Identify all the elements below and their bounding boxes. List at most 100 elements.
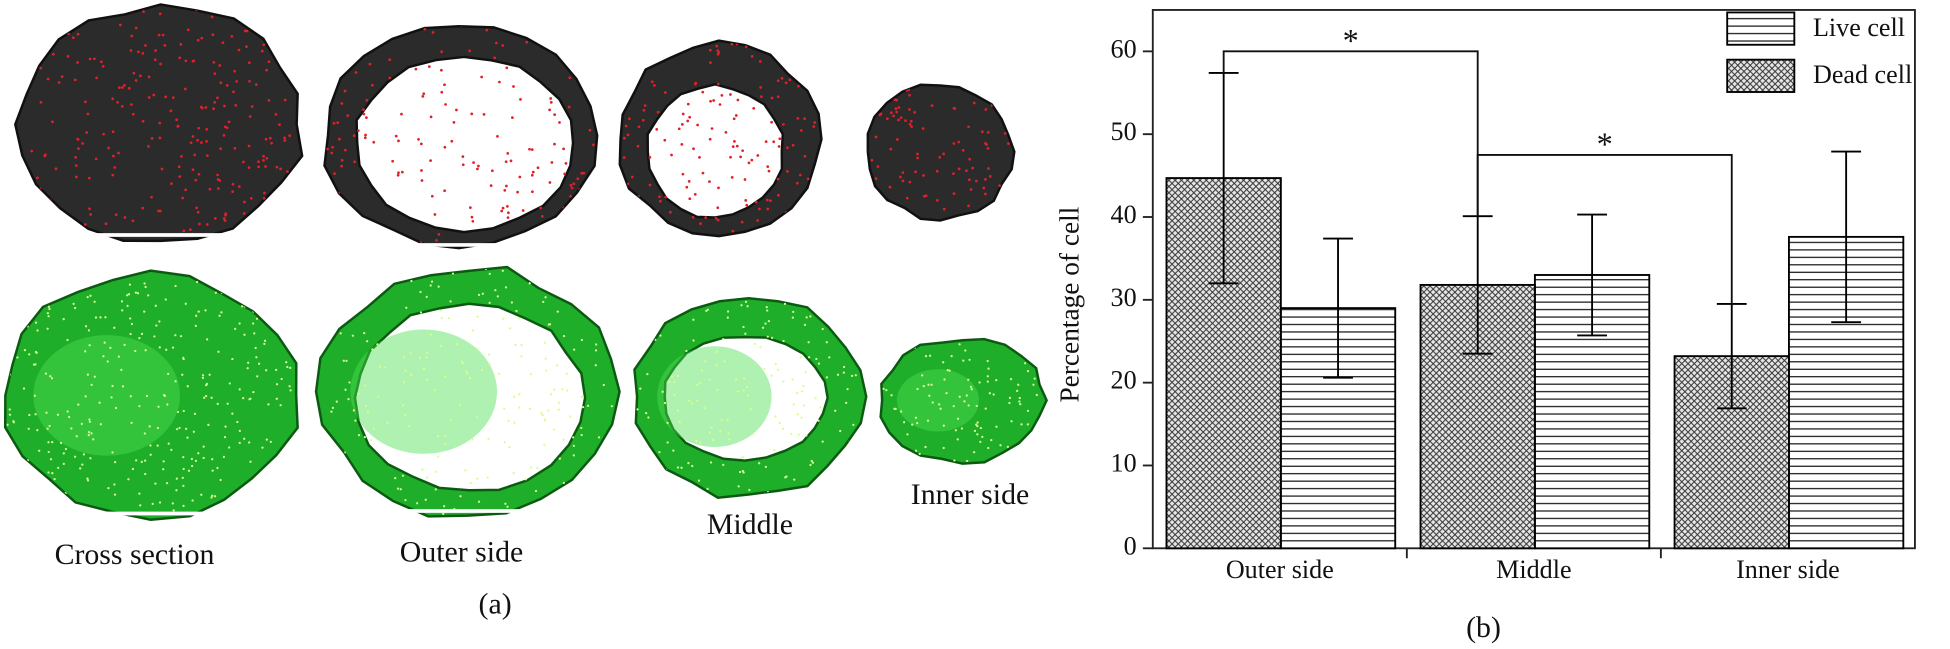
green-dot xyxy=(606,309,609,312)
red-dot xyxy=(812,125,816,128)
green-dot xyxy=(481,292,484,295)
green-dot xyxy=(275,368,278,371)
green-dot xyxy=(573,348,576,351)
red-dot xyxy=(344,43,348,47)
red-dot xyxy=(283,139,287,142)
red-dot xyxy=(745,203,749,207)
red-dot xyxy=(799,129,803,132)
green-dot xyxy=(84,350,87,353)
red-dot xyxy=(356,129,360,133)
red-dot xyxy=(324,69,328,73)
green-dot xyxy=(447,317,450,320)
green-dot xyxy=(742,455,745,459)
green-dot xyxy=(744,300,748,303)
red-dot xyxy=(221,41,225,45)
y-tick-label: 0 xyxy=(1124,531,1137,560)
green-dot xyxy=(7,357,10,360)
red-dot xyxy=(769,199,772,203)
green-dot xyxy=(154,482,157,485)
green-dot xyxy=(988,392,991,395)
green-dot xyxy=(255,356,258,359)
green-dot xyxy=(839,429,842,433)
legend-swatch xyxy=(1726,58,1796,93)
red-dot xyxy=(74,156,77,159)
green-dot xyxy=(911,423,914,426)
green-dot xyxy=(275,383,279,386)
red-dot xyxy=(53,228,56,232)
red-dot xyxy=(686,102,690,106)
red-dot xyxy=(468,206,472,209)
green-dot xyxy=(469,482,472,485)
green-dot xyxy=(134,349,137,353)
green-dot xyxy=(429,284,432,287)
green-dot xyxy=(889,359,892,362)
green-dot xyxy=(8,408,11,411)
green-dot xyxy=(89,294,92,297)
green-dot xyxy=(727,432,730,435)
red-dot xyxy=(744,45,748,49)
green-dot xyxy=(953,459,956,462)
red-dot xyxy=(1007,142,1010,145)
red-dot xyxy=(429,159,432,163)
green-dot xyxy=(216,466,219,470)
green-dot xyxy=(348,381,351,384)
green-dot xyxy=(967,404,970,407)
red-dot xyxy=(712,99,716,102)
green-dot xyxy=(488,362,491,366)
green-dot xyxy=(449,419,453,422)
green-dot xyxy=(774,362,777,366)
green-dot xyxy=(34,363,37,366)
green-dot xyxy=(799,356,802,359)
green-dot xyxy=(677,298,680,299)
green-dot xyxy=(928,354,932,357)
red-dot xyxy=(984,192,987,196)
green-dot xyxy=(814,483,817,486)
green-dot xyxy=(240,305,244,308)
green-dot xyxy=(36,329,39,332)
green-dot xyxy=(942,424,945,427)
green-dot xyxy=(836,303,839,306)
green-dot xyxy=(726,316,729,319)
red-dot xyxy=(95,76,98,80)
green-dot xyxy=(421,468,424,471)
green-dot xyxy=(429,333,433,336)
red-dot xyxy=(397,139,400,143)
green-dot xyxy=(208,373,211,376)
green-dot xyxy=(364,404,368,408)
green-dot xyxy=(580,338,583,342)
green-dot xyxy=(536,466,539,470)
red-dot xyxy=(18,220,22,224)
error-bar xyxy=(1716,303,1747,410)
red-dot xyxy=(46,77,50,81)
red-dot xyxy=(189,141,193,145)
red-dot xyxy=(708,48,712,52)
green-dot xyxy=(77,403,80,406)
red-dot xyxy=(521,209,525,212)
green-dot xyxy=(223,436,227,439)
green-dot xyxy=(174,334,177,337)
red-dot xyxy=(414,67,418,71)
red-dot xyxy=(243,7,247,11)
red-dot xyxy=(288,70,292,73)
red-dot xyxy=(468,49,471,53)
red-dot xyxy=(349,26,353,30)
red-dot xyxy=(264,165,267,168)
green-dot xyxy=(582,494,585,497)
green-dot xyxy=(584,292,588,296)
green-dot xyxy=(200,493,203,496)
green-dot xyxy=(979,440,982,443)
red-dot xyxy=(717,186,720,190)
green-dot xyxy=(184,302,187,305)
green-dot xyxy=(662,309,666,313)
green-dot xyxy=(471,329,475,332)
green-dot xyxy=(792,403,795,406)
dark-section xyxy=(323,24,599,250)
red-dot xyxy=(368,62,372,66)
green-dot xyxy=(696,399,699,402)
red-dot xyxy=(553,113,557,116)
green-dot xyxy=(64,447,68,451)
red-dot xyxy=(267,60,271,64)
green-dot xyxy=(267,403,270,406)
green-dot xyxy=(672,449,675,452)
red-dot xyxy=(909,119,913,123)
